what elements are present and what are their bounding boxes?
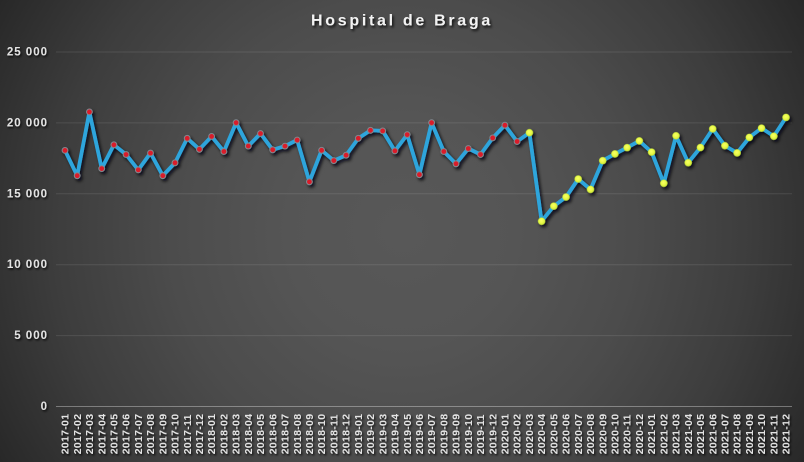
svg-text:2020-02: 2020-02 xyxy=(512,414,524,455)
svg-text:2019-10: 2019-10 xyxy=(463,414,475,455)
svg-text:2018-12: 2018-12 xyxy=(341,414,353,455)
svg-text:2018-08: 2018-08 xyxy=(292,414,304,455)
svg-text:Hospital de Braga: Hospital de Braga xyxy=(311,13,493,30)
svg-text:2018-10: 2018-10 xyxy=(316,414,328,455)
svg-text:2017-06: 2017-06 xyxy=(121,414,133,455)
svg-text:2017-04: 2017-04 xyxy=(96,414,108,455)
svg-text:2018-02: 2018-02 xyxy=(219,414,231,455)
svg-text:2020-05: 2020-05 xyxy=(548,414,560,455)
svg-text:5 000: 5 000 xyxy=(14,330,48,342)
svg-text:2018-04: 2018-04 xyxy=(243,414,255,455)
svg-text:2018-01: 2018-01 xyxy=(206,414,218,455)
svg-text:2018-09: 2018-09 xyxy=(304,414,316,455)
svg-text:2020-04: 2020-04 xyxy=(536,414,548,455)
svg-text:2017-03: 2017-03 xyxy=(84,414,96,455)
svg-text:2017-01: 2017-01 xyxy=(60,414,72,455)
svg-text:25 000: 25 000 xyxy=(7,47,48,59)
svg-text:2021-08: 2021-08 xyxy=(732,414,744,455)
svg-text:2019-12: 2019-12 xyxy=(487,414,499,455)
svg-text:2020-08: 2020-08 xyxy=(585,414,597,455)
svg-text:2018-03: 2018-03 xyxy=(231,414,243,455)
svg-text:2021-12: 2021-12 xyxy=(781,414,793,455)
svg-text:2021-07: 2021-07 xyxy=(720,414,732,455)
svg-text:2018-06: 2018-06 xyxy=(267,414,279,455)
svg-text:2019-05: 2019-05 xyxy=(402,414,414,455)
svg-text:2019-04: 2019-04 xyxy=(390,414,402,455)
svg-text:2017-11: 2017-11 xyxy=(182,414,194,454)
svg-text:2020-07: 2020-07 xyxy=(573,414,585,455)
svg-text:2019-11: 2019-11 xyxy=(475,414,487,454)
svg-text:2020-09: 2020-09 xyxy=(597,414,609,455)
svg-text:2020-12: 2020-12 xyxy=(634,414,646,455)
svg-text:2020-10: 2020-10 xyxy=(610,414,622,455)
svg-text:15 000: 15 000 xyxy=(7,188,48,200)
svg-text:2020-03: 2020-03 xyxy=(524,414,536,455)
svg-text:0: 0 xyxy=(41,401,48,413)
svg-text:2018-07: 2018-07 xyxy=(280,414,292,455)
svg-text:2021-10: 2021-10 xyxy=(756,414,768,455)
svg-text:2021-03: 2021-03 xyxy=(671,414,683,455)
svg-text:2020-06: 2020-06 xyxy=(561,414,573,455)
svg-text:2017-02: 2017-02 xyxy=(72,414,84,455)
svg-text:2021-09: 2021-09 xyxy=(744,414,756,455)
svg-text:2021-05: 2021-05 xyxy=(695,414,707,455)
svg-text:2017-05: 2017-05 xyxy=(109,414,121,455)
svg-text:2019-08: 2019-08 xyxy=(438,414,450,455)
svg-text:2018-05: 2018-05 xyxy=(255,414,267,455)
svg-text:20 000: 20 000 xyxy=(7,117,48,129)
svg-text:2021-06: 2021-06 xyxy=(707,414,719,455)
svg-text:2021-01: 2021-01 xyxy=(646,414,658,455)
svg-text:2021-04: 2021-04 xyxy=(683,414,695,455)
svg-text:2019-03: 2019-03 xyxy=(377,414,389,455)
svg-text:10 000: 10 000 xyxy=(7,259,48,271)
svg-text:2019-07: 2019-07 xyxy=(426,414,438,455)
svg-text:2017-10: 2017-10 xyxy=(170,414,182,455)
svg-text:2019-09: 2019-09 xyxy=(451,414,463,455)
svg-text:2018-11: 2018-11 xyxy=(328,414,340,454)
svg-text:2019-01: 2019-01 xyxy=(353,414,365,455)
svg-text:2017-07: 2017-07 xyxy=(133,414,145,455)
svg-text:2021-02: 2021-02 xyxy=(658,414,670,455)
svg-text:2020-01: 2020-01 xyxy=(500,414,512,455)
svg-text:2017-09: 2017-09 xyxy=(157,414,169,455)
svg-text:2017-12: 2017-12 xyxy=(194,414,206,455)
svg-text:2021-11: 2021-11 xyxy=(768,414,780,454)
svg-text:2019-02: 2019-02 xyxy=(365,414,377,455)
svg-text:2019-06: 2019-06 xyxy=(414,414,426,455)
svg-text:2017-08: 2017-08 xyxy=(145,414,157,455)
svg-text:2020-11: 2020-11 xyxy=(622,414,634,454)
